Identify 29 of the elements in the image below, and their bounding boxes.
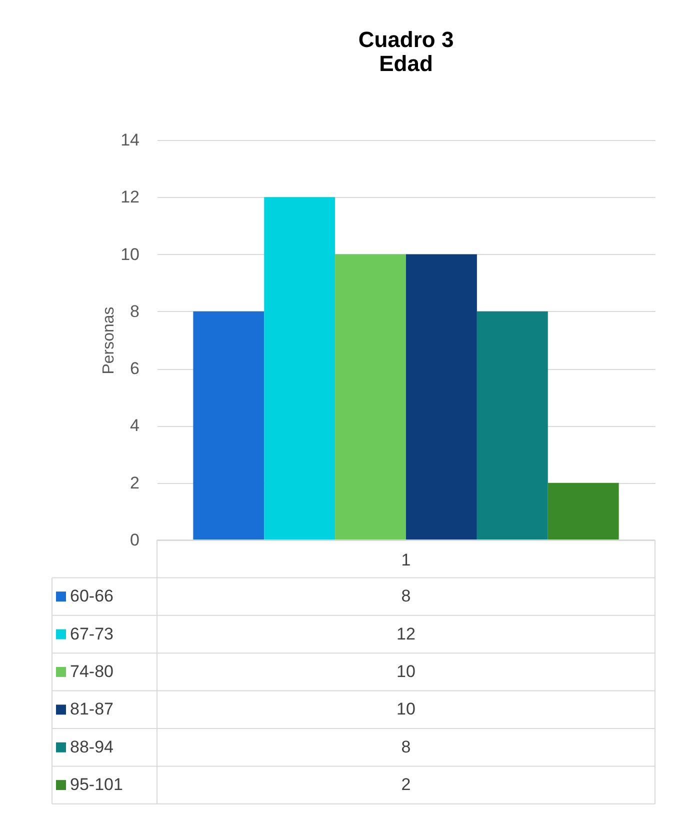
bar (476, 311, 548, 540)
bar (193, 311, 264, 540)
legend-label: 74-80 (70, 662, 114, 681)
bar (335, 254, 406, 540)
legend-label: 67-73 (70, 624, 114, 644)
bar (264, 197, 336, 540)
legend-label: 88-94 (70, 737, 114, 756)
y-tick-label: 2 (130, 473, 140, 492)
legend-label: 60-66 (70, 586, 114, 606)
text: 10 (396, 662, 416, 681)
legend-label: 95-101 (70, 775, 123, 794)
x-tick-label: 1 (401, 550, 411, 570)
legend-label: 81-87 (70, 700, 114, 719)
bar (548, 482, 619, 540)
y-tick-label: 12 (120, 188, 140, 207)
y-tick-label: 10 (120, 244, 140, 264)
y-tick-label: 14 (120, 130, 140, 150)
y-tick-label: 6 (130, 359, 140, 378)
text: 8 (401, 586, 411, 606)
y-tick-label: 8 (130, 302, 140, 321)
chart-title: Cuadro 3 Edad (358, 27, 454, 76)
bar (406, 254, 477, 540)
y-tick-label: 0 (130, 530, 140, 550)
text: 8 (401, 737, 411, 756)
text: 10 (396, 700, 416, 719)
text: 12 (396, 624, 416, 644)
y-axis-title: Personas (100, 306, 118, 374)
y-tick-label: 4 (130, 416, 140, 436)
text: 2 (401, 775, 411, 794)
